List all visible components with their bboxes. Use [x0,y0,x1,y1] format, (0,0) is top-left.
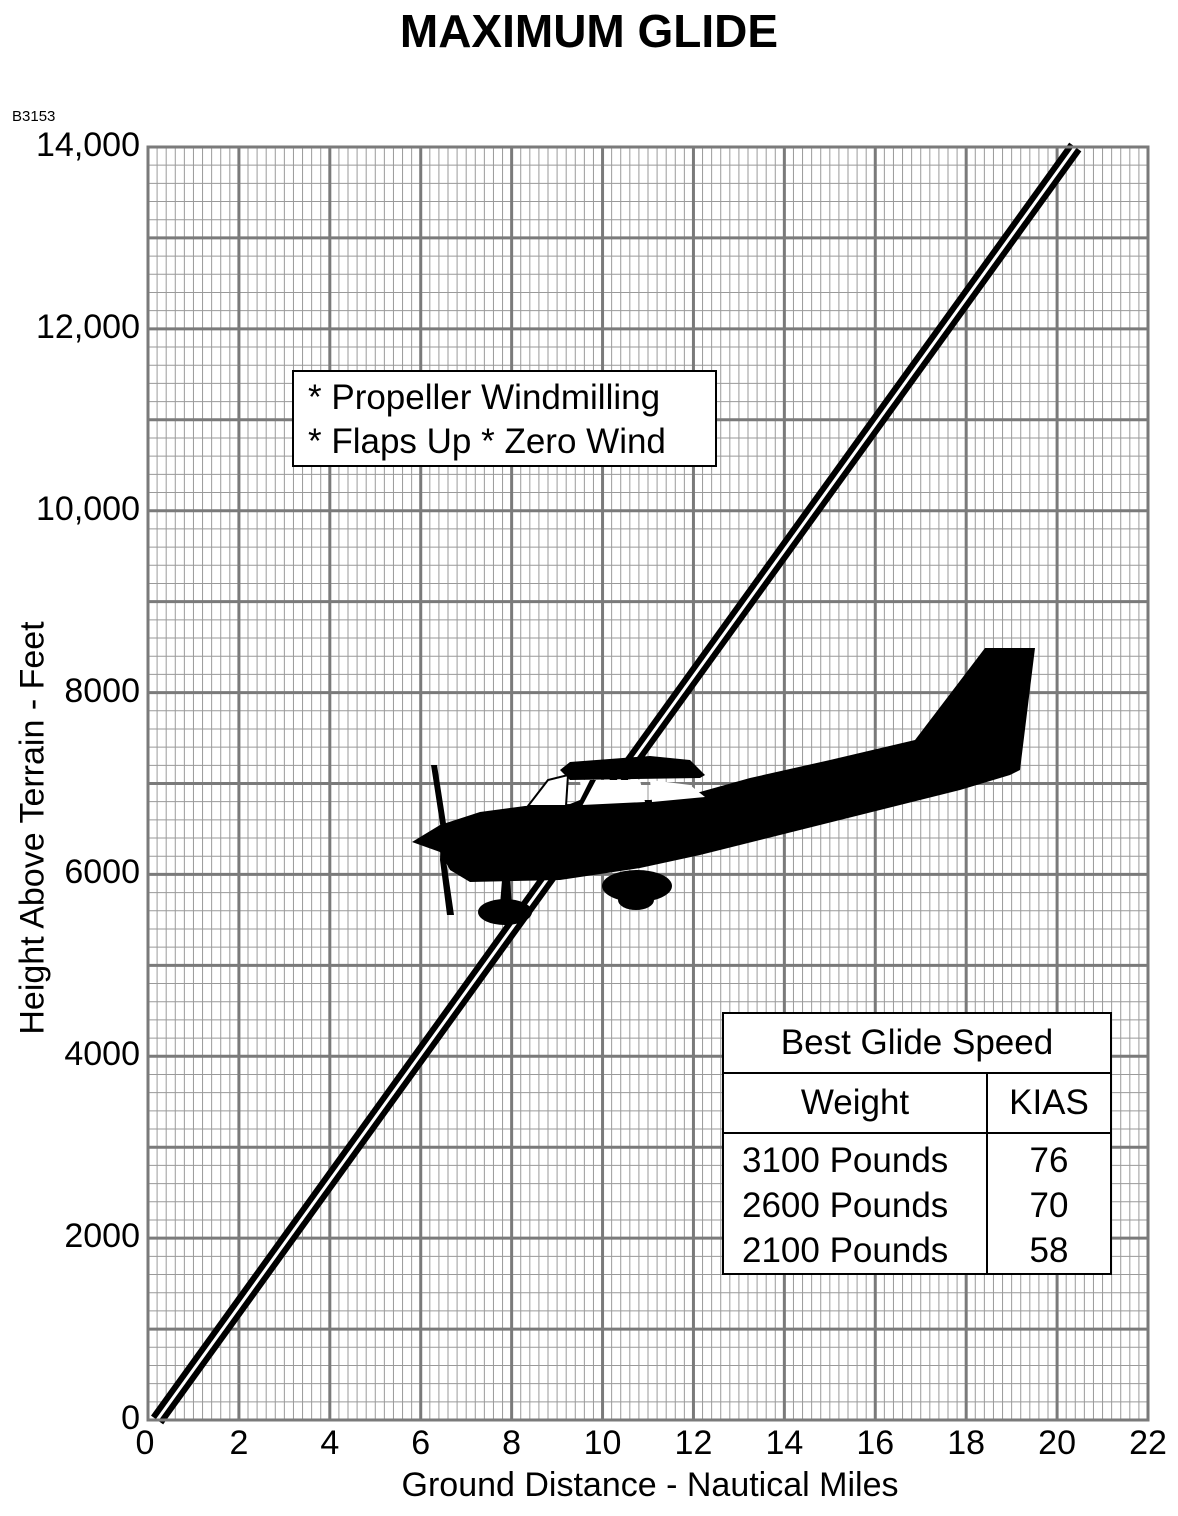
y-tick-label: 10,000 [36,489,140,528]
x-tick-label: 6 [411,1424,431,1462]
x-axis-label: Ground Distance - Nautical Miles [401,1466,899,1504]
table-cell-weight: 3100 Pounds [742,1141,949,1180]
x-tick-label: 20 [1038,1424,1076,1462]
best-glide-speed-table: Best Glide Speed Weight KIAS 3100 Pounds… [722,1012,1112,1275]
weight-column: 3100 Pounds 2600 Pounds 2100 Pounds [722,1132,988,1275]
condition-line: * Propeller Windmilling [308,378,661,417]
chart-title: MAXIMUM GLIDE [399,5,779,57]
x-tick-label: 22 [1129,1424,1167,1462]
x-tick-label: 10 [583,1424,622,1462]
y-tick-label: 6000 [64,853,140,892]
condition-line: * Flaps Up * Zero Wind [308,422,666,461]
plot-frame [146,145,1150,1422]
y-tick-label: 8000 [64,671,140,710]
column-header-weight: Weight [722,1072,988,1134]
table-cell-weight: 2100 Pounds [742,1231,949,1270]
x-tick-label: 4 [320,1424,340,1462]
y-tick-label: 4000 [64,1035,140,1074]
table-cell-kias: 70 [1029,1186,1069,1225]
y-tick-label: 12,000 [36,307,140,346]
table-cell-kias: 58 [1029,1231,1069,1270]
x-tick-label: 2 [229,1424,249,1462]
y-tick-label: 14,000 [36,126,140,164]
table-title: Best Glide Speed [722,1012,1112,1074]
airplane-silhouette [412,648,1035,925]
y-tick-label: 0 [121,1399,140,1437]
figure-id: B3153 [12,108,56,125]
column-header-kias: KIAS [986,1072,1112,1134]
x-tick-label: 8 [502,1424,522,1462]
plot-border [146,145,1150,1422]
x-tick-label: 16 [856,1424,895,1462]
x-tick-label: 18 [947,1424,986,1462]
y-tick-label: 2000 [64,1217,140,1256]
x-tick-label: 0 [135,1424,155,1462]
kias-column: 76 70 58 [986,1132,1112,1275]
y-axis-label: Height Above Terrain - Feet [13,621,52,1035]
x-tick-label: 14 [765,1424,804,1462]
table-cell-weight: 2600 Pounds [742,1186,949,1225]
x-tick-label: 12 [674,1424,713,1462]
table-cell-kias: 76 [1029,1141,1069,1180]
conditions-box: * Propeller Windmilling * Flaps Up * Zer… [292,370,717,467]
